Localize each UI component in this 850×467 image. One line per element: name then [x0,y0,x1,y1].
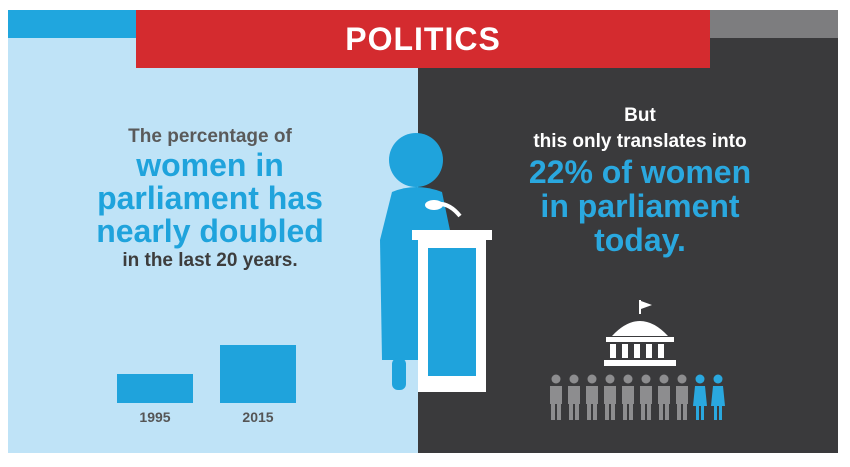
bar-2015 [220,345,296,403]
top-strip-blue [8,10,136,38]
woman-figure-icon [693,374,707,420]
top-strip-gray [710,10,838,38]
man-figure-icon [658,374,670,420]
right-line-1: But [624,105,656,126]
man-figure-icon [604,374,616,420]
year-label-1995: 1995 [139,409,171,425]
year-label-2015: 2015 [242,409,274,425]
right-line-3: 22% of women [528,154,752,190]
banner-title: POLITICS [345,20,501,57]
left-line-1: The percentage of [128,126,292,147]
right-line-4: in parliament [540,188,740,224]
bar-1995 [117,374,193,403]
woman-figure-icon [711,374,725,420]
man-figure-icon [676,374,688,420]
left-line-2: women in [136,147,284,183]
left-line-5: in the last 20 years. [122,250,298,271]
title-banner: POLITICS [136,10,710,68]
left-statement: The percentage of women in parliament ha… [60,125,360,274]
left-panel [8,10,418,453]
left-line-3: parliament has [97,180,323,216]
man-figure-icon [640,374,652,420]
man-figure-icon [622,374,634,420]
right-line-5: today. [594,222,686,258]
parliament-building-icon [604,300,676,366]
left-line-4: nearly doubled [96,213,324,249]
man-figure-icon [586,374,598,420]
man-figure-icon [550,374,562,420]
man-figure-icon [568,374,580,420]
people-row [550,374,725,420]
right-statement: But this only translates into 22% of wom… [505,103,775,257]
right-line-2: this only translates into [533,131,747,152]
woman-speaker-icon [380,133,492,392]
